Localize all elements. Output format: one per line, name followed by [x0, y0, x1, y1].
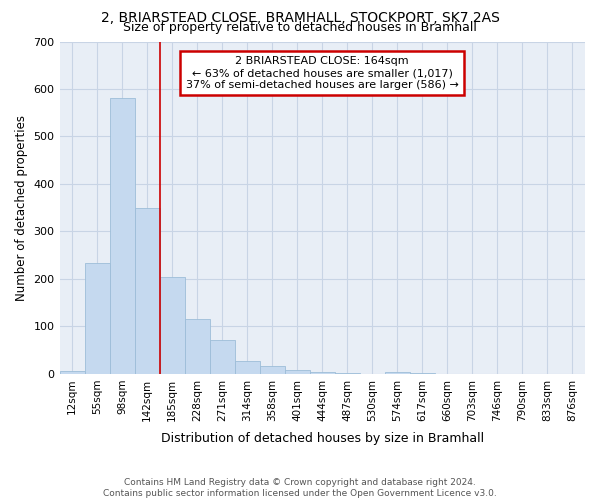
Text: Contains HM Land Registry data © Crown copyright and database right 2024.
Contai: Contains HM Land Registry data © Crown c… — [103, 478, 497, 498]
Bar — [310, 372, 335, 374]
Bar — [59, 370, 85, 374]
Text: Size of property relative to detached houses in Bramhall: Size of property relative to detached ho… — [123, 21, 477, 34]
Bar — [160, 277, 185, 374]
Bar — [209, 340, 235, 374]
Bar — [85, 263, 110, 374]
Bar — [110, 98, 134, 374]
X-axis label: Distribution of detached houses by size in Bramhall: Distribution of detached houses by size … — [161, 432, 484, 445]
Text: 2, BRIARSTEAD CLOSE, BRAMHALL, STOCKPORT, SK7 2AS: 2, BRIARSTEAD CLOSE, BRAMHALL, STOCKPORT… — [101, 11, 499, 25]
Bar — [134, 208, 160, 374]
Y-axis label: Number of detached properties: Number of detached properties — [15, 114, 28, 300]
Text: 2 BRIARSTEAD CLOSE: 164sqm
← 63% of detached houses are smaller (1,017)
37% of s: 2 BRIARSTEAD CLOSE: 164sqm ← 63% of deta… — [186, 56, 459, 90]
Bar — [385, 372, 410, 374]
Bar — [260, 366, 285, 374]
Bar — [235, 360, 260, 374]
Bar — [185, 319, 209, 374]
Bar — [285, 370, 310, 374]
